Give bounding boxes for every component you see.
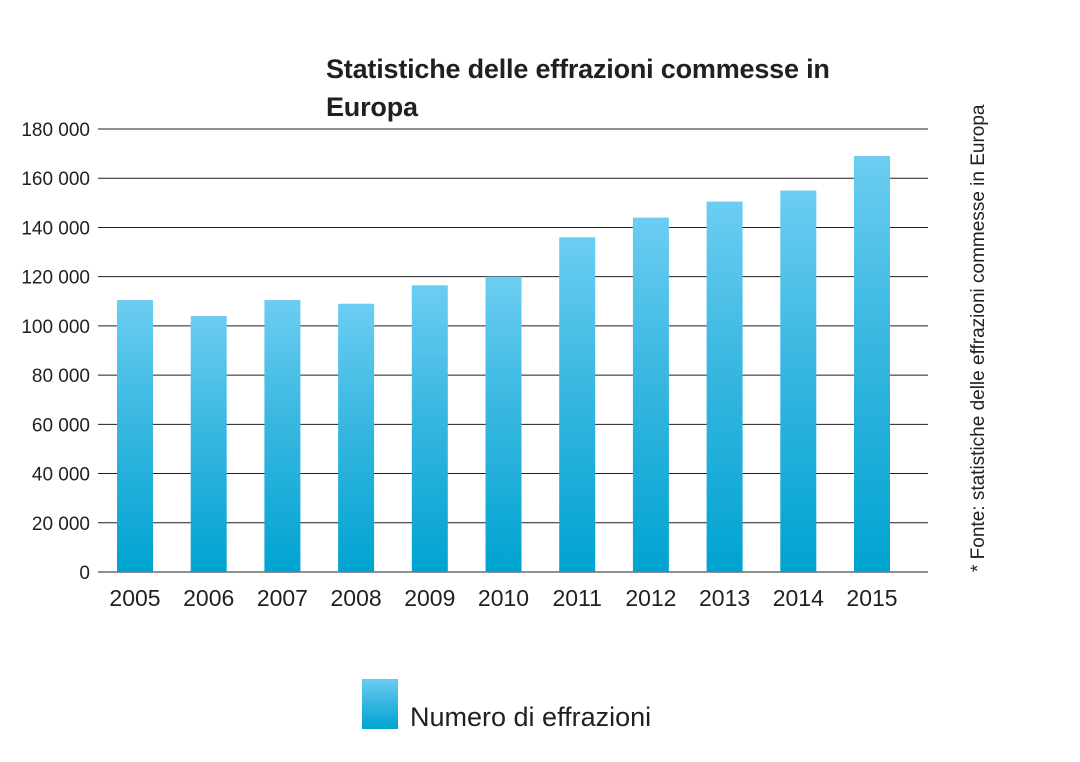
- y-tick-label: 20 000: [32, 514, 90, 535]
- chart-title: Statistiche delle effrazioni commesse in…: [326, 54, 830, 122]
- x-tick-label: 2005: [109, 585, 160, 611]
- bar-2014: [780, 190, 817, 572]
- x-tick-label: 2011: [552, 585, 601, 611]
- legend: Numero di effrazioni: [362, 678, 652, 732]
- x-tick-label: 2015: [846, 585, 897, 611]
- bar-2013: [706, 201, 743, 572]
- y-tick-label: 80 000: [32, 366, 90, 387]
- source-note: * Fonte: statistiche delle effrazioni co…: [968, 104, 989, 573]
- bar-2010: [485, 276, 522, 572]
- x-tick-label: 2006: [183, 585, 234, 611]
- bar-2012: [632, 217, 669, 572]
- y-tick-label: 120 000: [21, 268, 90, 289]
- legend-label: Numero di effrazioni: [410, 701, 652, 732]
- bar-2006: [190, 316, 227, 572]
- y-axis-tick-labels: 0 20 000 40 000 60 000 80 000 100 000 120 000 1…: [21, 120, 90, 584]
- x-tick-label: 2014: [773, 585, 824, 611]
- y-tick-label: 0: [79, 563, 90, 584]
- bar-2009: [411, 285, 448, 572]
- x-tick-label: 2012: [625, 585, 676, 611]
- y-tick-label: 160 000: [21, 169, 90, 190]
- y-tick-label: 40 000: [32, 465, 90, 486]
- x-tick-label: 2013: [699, 585, 750, 611]
- bar-2007: [264, 300, 301, 572]
- x-tick-label: 2007: [257, 585, 308, 611]
- y-tick-label: 180 000: [21, 120, 90, 141]
- x-tick-label: 2008: [331, 585, 382, 611]
- x-tick-label: 2010: [478, 585, 529, 611]
- bar-2011: [559, 237, 596, 573]
- bar-2008: [338, 303, 375, 572]
- bar-2015: [854, 156, 890, 573]
- x-tick-label: 2009: [404, 585, 455, 611]
- y-tick-label: 100 000: [21, 317, 90, 338]
- bar-2005: [117, 300, 153, 572]
- y-tick-label: 140 000: [21, 218, 90, 239]
- x-axis-category-labels: 2005 2006 2007 2008 2009 2010 2011 2012 2013 2014…: [109, 585, 897, 611]
- legend-swatch: [362, 679, 398, 729]
- y-tick-label: 60 000: [32, 415, 90, 436]
- bars: [117, 156, 890, 573]
